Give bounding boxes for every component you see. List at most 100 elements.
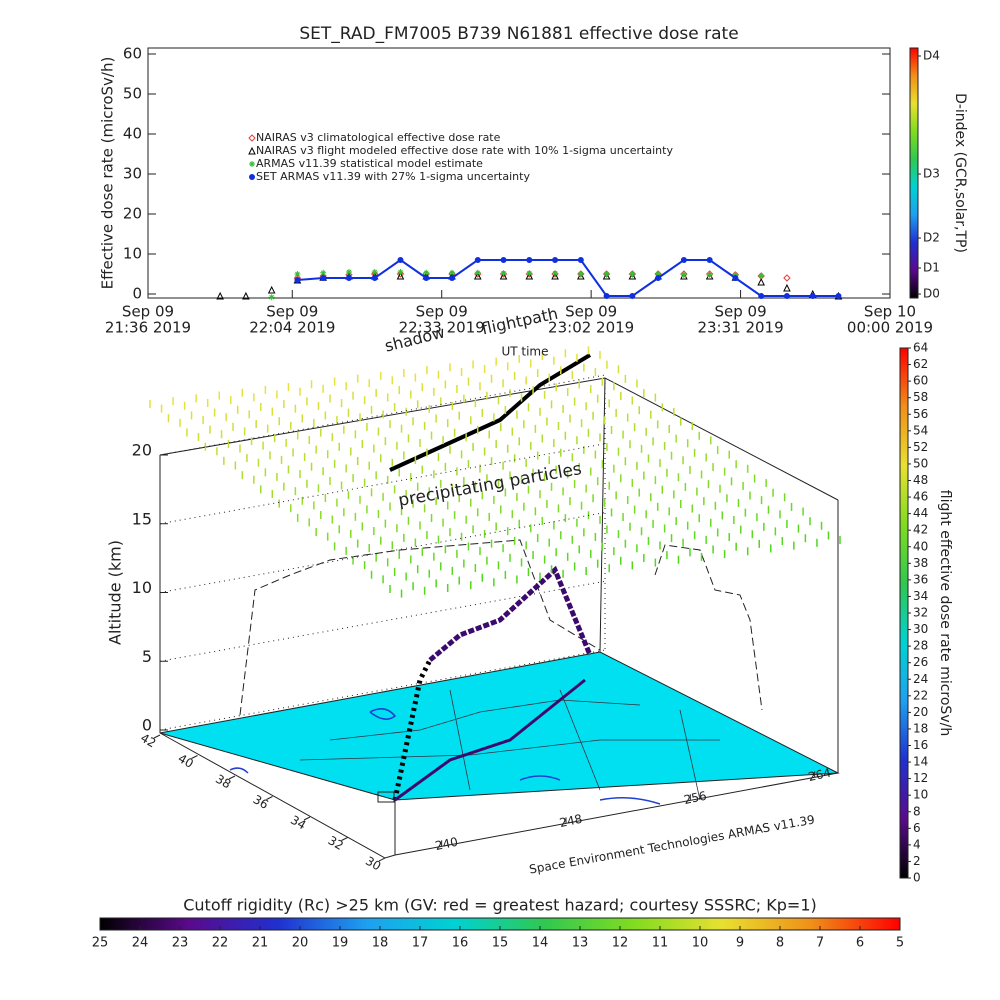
- z-tick-label: 10: [132, 578, 152, 597]
- colorbar-tick-label: 6: [856, 936, 864, 951]
- colorbar-tick-label: D4: [923, 49, 940, 63]
- data-point: [500, 270, 507, 277]
- colorbar-tick-label: 18: [372, 936, 389, 951]
- data-point: [732, 275, 739, 281]
- colorbar-tick-label: 14: [532, 936, 549, 951]
- data-point: [603, 271, 610, 277]
- lat-tick-label: 32: [326, 833, 346, 853]
- lat-tick-label: 34: [288, 813, 308, 833]
- z-tick-label: 0: [142, 716, 152, 735]
- colorbar-tick-label: 20: [292, 936, 309, 951]
- x-tick-label: 23:31 2019: [697, 319, 783, 337]
- colorbar-tick-label: 32: [913, 606, 928, 620]
- colorbar-tick-label: 5: [896, 936, 904, 951]
- lat-tick-label: 42: [138, 731, 158, 751]
- data-point: [732, 271, 739, 278]
- colorbar-tick-label: 18: [913, 721, 928, 735]
- data-point: [345, 275, 352, 281]
- y-tick-label: 10: [123, 245, 142, 263]
- data-point: [603, 293, 610, 299]
- data-point: [294, 271, 301, 277]
- x-tick-label: Sep 10: [864, 303, 916, 321]
- colorbar-tick-label: 58: [913, 390, 928, 404]
- z-grid: [159, 443, 606, 525]
- data-point: [267, 285, 276, 294]
- data-point: [783, 274, 791, 282]
- scene-3d: [159, 353, 840, 859]
- colorbar-tick-label: 54: [913, 423, 928, 437]
- colorbar-tick-label: 64: [913, 341, 928, 355]
- colorbar-tick-label: 52: [913, 440, 928, 454]
- colorbar-tick-label: 25: [92, 936, 109, 951]
- data-point: [499, 271, 508, 280]
- data-point: [758, 273, 765, 279]
- colorbar-tick-label: 0: [913, 871, 921, 885]
- x-axis-label: UT time: [501, 345, 548, 359]
- state-borders: [299, 689, 720, 801]
- colorbar-title: D-index (GCR,solar,TP): [952, 93, 968, 253]
- data-point: [552, 270, 559, 277]
- colorbar-tick-label: 38: [913, 556, 928, 570]
- lat-tick: [191, 755, 198, 759]
- x-tick-label: 22:33 2019: [399, 319, 485, 337]
- colorbar-tick-label: 19: [332, 936, 349, 951]
- data-point: [294, 277, 301, 283]
- data-point: [552, 257, 559, 263]
- flight-shadow: [394, 678, 586, 802]
- x-tick-label: Sep 09: [122, 303, 174, 321]
- colorbar-tick-label: 24: [132, 936, 149, 951]
- data-point: [423, 275, 430, 281]
- data-point: [396, 270, 405, 278]
- colorbar-tick-label: 12: [913, 771, 928, 785]
- y-tick-label: 0: [132, 285, 142, 303]
- x-tick-label: 22:04 2019: [249, 319, 335, 337]
- x-tick-label: Sep 09: [266, 303, 318, 321]
- legend-symbol: [248, 134, 256, 142]
- data-point: [809, 293, 816, 299]
- particle-field: [149, 346, 841, 598]
- colorbar-tick-label: 23: [172, 936, 189, 951]
- y-tick-label: 60: [123, 45, 142, 63]
- lon-tick-label: 240: [434, 835, 459, 853]
- x-tick-label: 21:36 2019: [105, 319, 191, 337]
- data-point: [423, 269, 430, 276]
- data-point: [758, 293, 765, 299]
- colorbar-tick-label: 2: [913, 854, 921, 868]
- colorbar-tick-label: 40: [913, 539, 928, 553]
- colorbar-tick-label: 28: [913, 639, 928, 653]
- z-tick-label: 15: [132, 509, 152, 528]
- data-point: [577, 257, 584, 263]
- colorbar-tick-label: 6: [913, 821, 921, 835]
- airport: [377, 791, 395, 803]
- data-point: [216, 291, 224, 300]
- legend-symbol: [249, 174, 255, 180]
- colorbar-tick-label: 24: [913, 672, 928, 686]
- legend-label: SET ARMAS v11.39 with 27% 1-sigma uncert…: [256, 170, 530, 183]
- lat-tick: [303, 816, 311, 821]
- colorbar-tick-label: 8: [776, 936, 784, 951]
- colorbar-tick-label: D3: [923, 167, 940, 181]
- y-axis-label: Effective dose rate (microSv/h): [99, 57, 117, 290]
- lat-tick: [378, 857, 386, 862]
- contours: [229, 708, 661, 805]
- data-point: [655, 275, 662, 281]
- data-point: [449, 275, 456, 281]
- z-grid: [159, 374, 606, 456]
- legend-label: ARMAS v11.39 statistical model estimate: [256, 157, 483, 170]
- y-tick-label: 40: [123, 125, 142, 143]
- chart-title: SET_RAD_FM7005 B739 N61881 effective dos…: [299, 24, 738, 44]
- data-point: [320, 275, 327, 281]
- colorbar-tick-label: 50: [913, 456, 928, 470]
- data-point: [655, 271, 662, 277]
- lat-tick-label: 40: [176, 751, 196, 771]
- data-point: [449, 269, 456, 276]
- projected-path: [239, 539, 601, 716]
- lat-tick: [266, 796, 273, 800]
- colorbar-tick-label: 13: [572, 936, 589, 951]
- colorbar-tick-label: D1: [923, 261, 940, 275]
- colorbar-tick-label: 48: [913, 473, 928, 487]
- z-grid: [159, 649, 606, 731]
- colorbar-tick-label: 10: [913, 788, 928, 802]
